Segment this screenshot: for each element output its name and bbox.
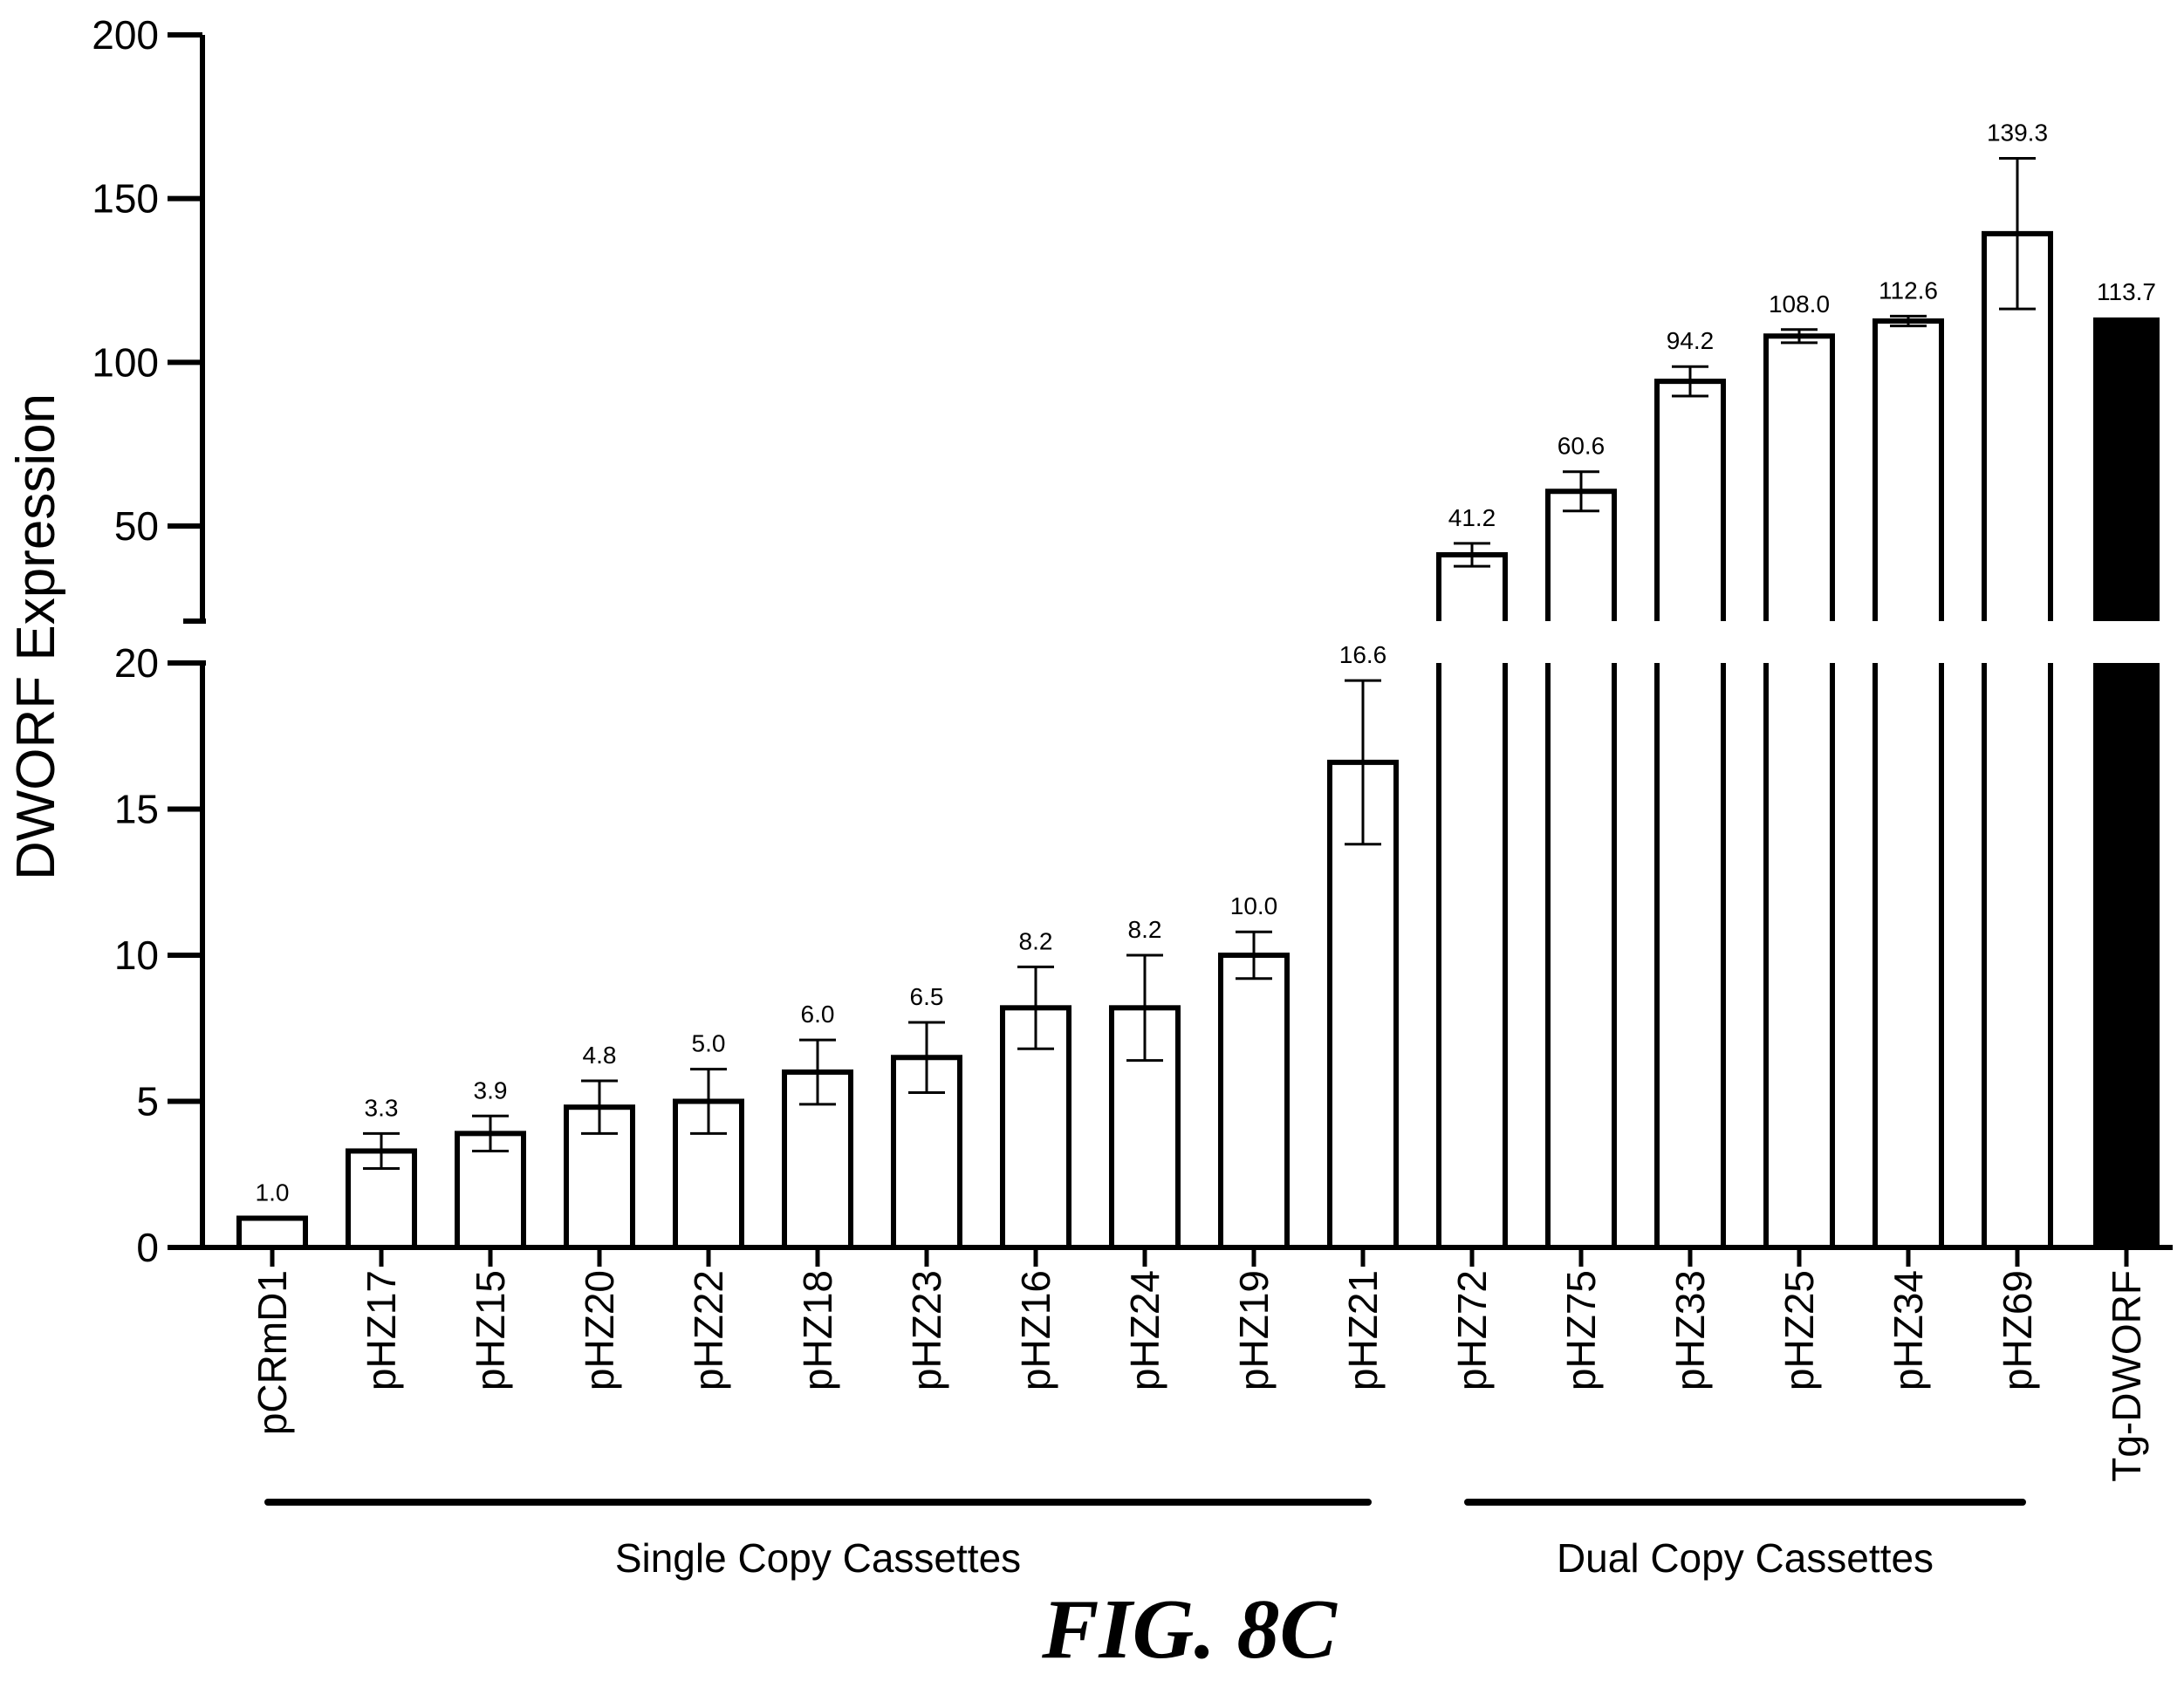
category-label-pHZ22: pHZ22 — [686, 1270, 731, 1391]
y-tick-15-label: 15 — [114, 787, 159, 832]
data-label-pHZ16: 8.2 — [1019, 927, 1053, 954]
data-label-pHZ25: 108.0 — [1769, 290, 1830, 318]
data-label-pHZ17: 3.3 — [365, 1094, 399, 1121]
data-label-pHZ69: 139.3 — [1987, 120, 2048, 147]
data-label-pHZ72: 41.2 — [1448, 504, 1496, 531]
group-label-0: Single Copy Cassettes — [615, 1535, 1021, 1581]
bar-pHZ34-upper — [1872, 318, 1944, 621]
bar-pCRmD1 — [236, 1215, 308, 1250]
category-label-pHZ24: pHZ24 — [1122, 1270, 1167, 1391]
y-tick-0-label: 0 — [136, 1225, 159, 1270]
category-label-pHZ15: pHZ15 — [468, 1270, 513, 1391]
data-label-pHZ21: 16.6 — [1339, 641, 1387, 668]
category-label-pHZ19: pHZ19 — [1231, 1270, 1277, 1391]
y-tick-100-label: 100 — [92, 339, 159, 385]
category-label-pHZ23: pHZ23 — [904, 1270, 949, 1391]
category-label-pHZ18: pHZ18 — [795, 1270, 840, 1391]
category-label-pHZ34: pHZ34 — [1886, 1270, 1931, 1391]
data-label-pHZ15: 3.9 — [474, 1076, 508, 1104]
data-label-pHZ20: 4.8 — [583, 1042, 617, 1069]
bar-pHZ19 — [1218, 953, 1290, 1250]
data-label-pHZ24: 8.2 — [1128, 916, 1162, 943]
category-label-pHZ69: pHZ69 — [1995, 1270, 2040, 1391]
category-label-pHZ20: pHZ20 — [577, 1270, 622, 1391]
chart-marks: 0 5 10 15 20 50 100 150 200 1.0 pCRmD1 3.3 pHZ17 3.9 p… — [92, 12, 2173, 1581]
bar-pHZ15 — [455, 1131, 526, 1250]
y-tick-200-label: 200 — [92, 12, 159, 58]
group-label-1: Dual Copy Cassettes — [1557, 1535, 1934, 1581]
category-label-pHZ33: pHZ33 — [1667, 1270, 1713, 1391]
y-tick-150-label: 150 — [92, 176, 159, 222]
bar-pHZ25-upper — [1763, 333, 1835, 621]
data-label-pHZ34: 112.6 — [1879, 277, 1938, 304]
category-label-pHZ21: pHZ21 — [1340, 1270, 1386, 1391]
data-label-pHZ33: 94.2 — [1667, 327, 1715, 354]
category-label-pHZ72: pHZ72 — [1449, 1270, 1495, 1391]
bar-Tg-DWORF-upper — [2093, 317, 2160, 621]
data-label-Tg-DWORF: 113.7 — [2097, 278, 2156, 305]
category-label-Tg-DWORF: Tg-DWORF — [2104, 1270, 2149, 1482]
data-label-pHZ19: 10.0 — [1230, 892, 1278, 919]
y-axis-title: DWORF Expression — [6, 393, 66, 880]
category-label-pHZ16: pHZ16 — [1013, 1270, 1058, 1391]
bar-pHZ17 — [346, 1148, 417, 1250]
category-label-pCRmD1: pCRmD1 — [250, 1270, 295, 1435]
y-tick-10-label: 10 — [114, 933, 159, 978]
category-label-pHZ25: pHZ25 — [1777, 1270, 1822, 1391]
bar-pHZ33-upper — [1654, 379, 1726, 621]
figure-label: FIG. 8C — [1041, 1582, 1338, 1677]
data-label-pHZ23: 6.5 — [910, 983, 944, 1010]
data-label-pHZ18: 6.0 — [801, 1001, 835, 1028]
data-label-pCRmD1: 1.0 — [256, 1179, 290, 1206]
y-tick-20-label: 20 — [114, 640, 159, 686]
data-label-pHZ75: 60.6 — [1558, 433, 1605, 460]
y-tick-50-label: 50 — [114, 503, 159, 549]
category-label-pHZ75: pHZ75 — [1558, 1270, 1604, 1391]
y-tick-5-label: 5 — [136, 1079, 159, 1124]
category-label-pHZ17: pHZ17 — [359, 1270, 404, 1391]
bar-Tg-DWORF-lower — [2093, 663, 2160, 1247]
data-label-pHZ22: 5.0 — [692, 1030, 726, 1057]
